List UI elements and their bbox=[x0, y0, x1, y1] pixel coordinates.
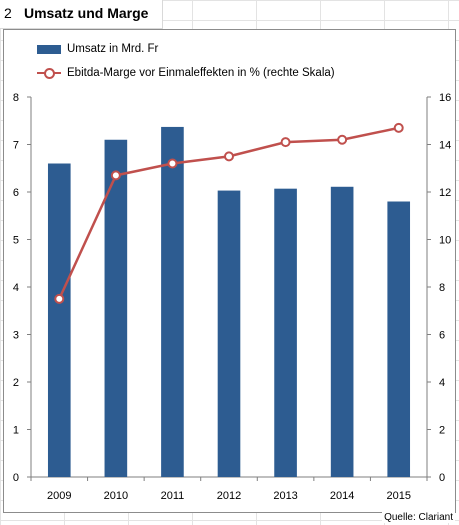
legend-item-bar: Umsatz in Mrd. Fr bbox=[37, 41, 158, 57]
bar bbox=[217, 190, 241, 477]
y-tick-label-left: 5 bbox=[13, 235, 19, 247]
y-tick-label-left: 3 bbox=[13, 330, 19, 342]
legend-line-label: Ebitda-Marge vor Einmaleffekten in % (re… bbox=[67, 67, 335, 79]
y-tick-label-right: 10 bbox=[439, 235, 451, 247]
margin-point bbox=[393, 122, 404, 133]
y-tick-label-left: 4 bbox=[13, 282, 19, 294]
margin-point bbox=[110, 170, 121, 181]
y-tick-label-right: 2 bbox=[439, 425, 445, 437]
y-tick-label-left: 6 bbox=[13, 187, 19, 199]
source-note: Quelle: Clariant bbox=[382, 512, 455, 523]
bar bbox=[161, 126, 184, 478]
bar bbox=[330, 186, 354, 477]
y-tick-label-right: 12 bbox=[439, 187, 451, 199]
y-tick-label-left: 0 bbox=[13, 472, 19, 484]
x-tick-label: 2009 bbox=[47, 490, 71, 502]
x-tick-label: 2013 bbox=[273, 490, 297, 502]
bar bbox=[387, 201, 411, 477]
chart-area[interactable]: Umsatz in Mrd. Fr Ebitda-Marge vor Einma… bbox=[3, 29, 456, 513]
y-tick-label-left: 2 bbox=[13, 377, 19, 389]
margin-point bbox=[337, 134, 348, 145]
y-tick-label-right: 0 bbox=[439, 472, 445, 484]
bar bbox=[104, 139, 128, 477]
legend-bar-swatch bbox=[37, 44, 61, 54]
y-tick-label-left: 7 bbox=[13, 140, 19, 152]
x-tick-label: 2011 bbox=[161, 490, 185, 502]
figure-number: 2 bbox=[4, 5, 12, 21]
margin-point bbox=[280, 137, 291, 148]
chart-title: Umsatz und Marge bbox=[24, 5, 149, 21]
legend-line-swatch bbox=[37, 67, 61, 79]
y-tick-label-right: 14 bbox=[439, 140, 451, 152]
y-tick-label-right: 8 bbox=[439, 282, 445, 294]
margin-point bbox=[224, 151, 234, 162]
x-tick-label: 2010 bbox=[104, 490, 128, 502]
y-tick-label-right: 16 bbox=[439, 92, 451, 104]
x-tick-label: 2015 bbox=[386, 490, 410, 502]
bar bbox=[47, 163, 71, 477]
legend-bar-label: Umsatz in Mrd. Fr bbox=[67, 43, 159, 55]
y-tick-label-right: 4 bbox=[439, 377, 445, 389]
title-cell: 2 Umsatz und Marge bbox=[0, 0, 163, 29]
bar bbox=[274, 188, 297, 478]
x-tick-label: 2014 bbox=[330, 490, 354, 502]
legend-item-line: Ebitda-Marge vor Einmaleffekten in % (re… bbox=[37, 65, 335, 81]
y-tick-label-left: 8 bbox=[13, 92, 19, 104]
margin-point bbox=[167, 158, 178, 169]
x-tick-label: 2012 bbox=[217, 490, 241, 502]
y-tick-label-left: 1 bbox=[13, 425, 19, 437]
y-tick-label-right: 6 bbox=[439, 330, 445, 342]
margin-point bbox=[54, 293, 65, 304]
